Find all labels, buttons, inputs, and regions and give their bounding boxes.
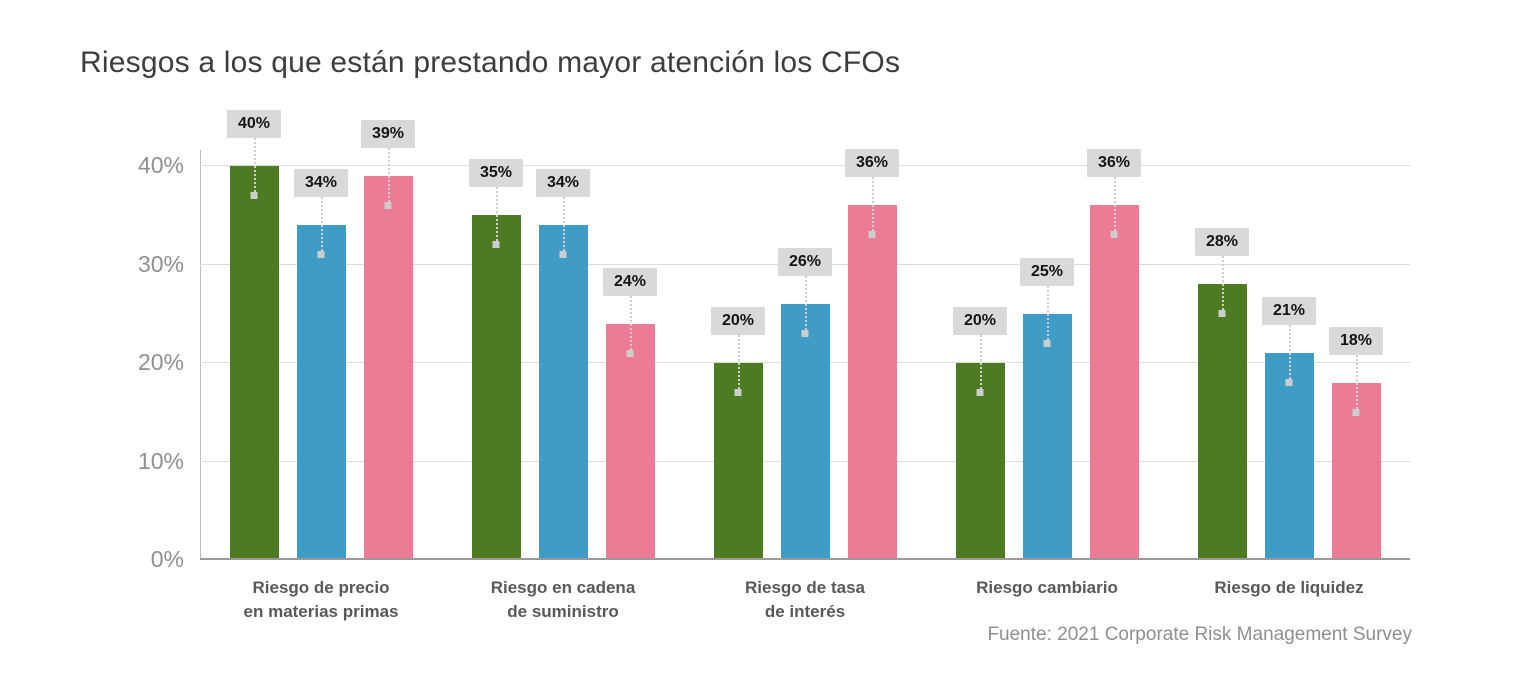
leader-line: [805, 275, 807, 334]
bar-slot: 34%: [535, 150, 591, 560]
bar-slot: 40%: [226, 110, 282, 560]
data-label: 35%: [468, 159, 524, 188]
bar-group: 35% 34% 24%: [442, 150, 684, 560]
bar-group: 20% 25% 36%: [926, 149, 1168, 560]
marker-square: [1110, 231, 1118, 239]
marker-square: [734, 389, 742, 396]
gridline: [200, 165, 1410, 166]
data-label: 20%: [952, 307, 1008, 335]
bar-blue: [296, 225, 346, 560]
leader-line: [321, 197, 323, 256]
leader-line: [630, 295, 632, 354]
y-tick-label: 10%: [137, 447, 184, 474]
bar-pink: [1089, 205, 1139, 560]
marker-square: [1043, 339, 1051, 347]
leader-line: [563, 197, 565, 256]
marker-square: [250, 192, 258, 199]
data-label: 40%: [226, 110, 282, 138]
bar-slot: 35%: [468, 150, 524, 560]
bar-slot: 18%: [1328, 150, 1384, 560]
bar-blue: [1264, 353, 1314, 560]
bar-pink: [363, 175, 413, 560]
marker-square: [801, 329, 809, 337]
marker-square: [559, 251, 567, 259]
marker-square: [1218, 310, 1226, 318]
data-label: 18%: [1328, 326, 1384, 355]
bar-group: 40% 34% 39%: [200, 110, 442, 560]
marker-square: [626, 349, 634, 357]
leader-line: [738, 335, 740, 393]
category-label: Riesgo en cadena de suministro: [490, 578, 636, 621]
bar-slot: 36%: [1086, 149, 1142, 560]
bar-pink: [605, 323, 655, 560]
bar-slot: 36%: [844, 149, 900, 560]
bar-slot: 21%: [1261, 150, 1317, 560]
bar-blue: [780, 303, 830, 560]
data-label: 28%: [1194, 228, 1250, 257]
leader-line: [254, 138, 256, 196]
category-label: Riesgo de tasa de interés: [745, 578, 865, 621]
bar-slot: 25%: [1019, 150, 1075, 560]
leader-line: [980, 335, 982, 393]
bar-slot: 39%: [360, 119, 416, 560]
y-tick-label: 20%: [137, 349, 184, 375]
bar-slot: 26%: [777, 150, 833, 560]
marker-square: [384, 201, 392, 209]
source-note: Fuente: 2021 Corporate Risk Management S…: [987, 624, 1412, 645]
bar-green: [1197, 284, 1247, 560]
leader-line: [1114, 177, 1116, 236]
y-tick-label: 40%: [137, 152, 184, 178]
data-label: 34%: [293, 169, 349, 198]
plot-area: 0% 10% 20% 30% 40% 40% 34% 39% 35% 34% 24% 20% 26% 36…: [138, 110, 1410, 572]
bar-slot: 24%: [602, 150, 658, 560]
bar-blue: [538, 225, 588, 560]
y-tick-label: 30%: [137, 250, 184, 277]
leader-line: [1289, 325, 1291, 384]
leader-line: [388, 147, 390, 206]
bar-blue: [1022, 313, 1072, 560]
category-label: Riesgo de liquidez: [1214, 578, 1364, 597]
leader-line: [1222, 256, 1224, 315]
data-label: 25%: [1019, 257, 1075, 286]
data-label: 36%: [844, 149, 900, 178]
data-label: 24%: [602, 267, 658, 296]
data-label: 34%: [535, 169, 591, 198]
x-axis-baseline: [200, 558, 1410, 560]
data-label: 21%: [1261, 297, 1317, 326]
marker-square: [1285, 379, 1293, 387]
leader-line: [1356, 354, 1358, 413]
leader-line: [496, 187, 498, 246]
data-label: 36%: [1086, 149, 1142, 178]
bar-green: [471, 215, 521, 560]
data-label: 26%: [777, 247, 833, 276]
category-label: Riesgo de precio en materias primas: [243, 578, 399, 621]
bar-group: 20% 26% 36%: [684, 149, 926, 560]
y-axis-line: [200, 150, 201, 560]
leader-line: [872, 177, 874, 236]
marker-square: [1352, 408, 1360, 416]
bar-slot: 28%: [1194, 150, 1250, 560]
bar-slot: 20%: [710, 150, 766, 560]
leader-line: [1047, 285, 1049, 344]
marker-square: [317, 251, 325, 259]
marker-square: [492, 241, 500, 249]
bar-slot: 34%: [293, 150, 349, 560]
chart-title: Riesgos a los que están prestando mayor …: [80, 46, 901, 79]
bar-slot: 20%: [952, 150, 1008, 560]
bar-green: [229, 166, 279, 560]
y-tick-label: 0%: [150, 546, 184, 572]
category-label: Riesgo cambiario: [976, 578, 1118, 597]
bar-group: 28% 21% 18%: [1168, 150, 1410, 560]
marker-square: [976, 389, 984, 396]
marker-square: [868, 231, 876, 239]
x-axis: Riesgo de precio en materias primas Riesg…: [200, 576, 1410, 640]
data-label: 20%: [710, 307, 766, 335]
data-label: 39%: [360, 119, 416, 148]
bar-pink: [847, 205, 897, 560]
